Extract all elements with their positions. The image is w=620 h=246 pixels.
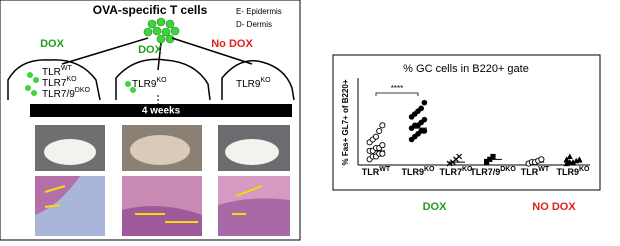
x-tick-label-sup: WT bbox=[538, 166, 550, 173]
chart-border bbox=[332, 54, 601, 191]
x-tick-label-base: TLR9 bbox=[557, 167, 580, 177]
genotype-label: TLRWT bbox=[42, 65, 73, 78]
significance-bracket bbox=[375, 92, 419, 96]
x-tick-label-base: TLR9 bbox=[402, 167, 425, 177]
condition-label: DOX bbox=[40, 38, 65, 50]
genotype-label: TLR7/9DKO bbox=[42, 87, 91, 100]
chart-title: % GC cells in B220+ gate bbox=[403, 63, 529, 75]
point bbox=[418, 105, 425, 112]
point bbox=[573, 157, 580, 164]
x-tick-label: TLRWT bbox=[362, 166, 391, 178]
x-tick-label: TLRWT bbox=[521, 166, 550, 178]
x-tick-label-sup: WT bbox=[379, 166, 391, 173]
genotype-label-base: TLR9 bbox=[236, 79, 261, 90]
genotype-label-base: TLR bbox=[42, 67, 61, 78]
point bbox=[421, 128, 428, 134]
point bbox=[566, 153, 573, 159]
x-tick-label-base: TLR7 bbox=[440, 167, 463, 177]
genotype-label-base: TLR7 bbox=[42, 78, 67, 89]
point bbox=[421, 116, 428, 123]
arrows bbox=[61, 37, 253, 71]
point bbox=[372, 133, 380, 140]
genotype-label-sup: WT bbox=[61, 65, 73, 72]
x-tick-label-base: TLR bbox=[521, 167, 539, 177]
point bbox=[456, 153, 463, 160]
point bbox=[379, 122, 386, 129]
timeline-label: 4 weeks bbox=[142, 106, 181, 117]
point bbox=[379, 150, 386, 157]
left-panel-border bbox=[0, 0, 301, 241]
point bbox=[490, 153, 496, 160]
x-tick-label-base: TLR bbox=[362, 167, 380, 177]
condition-label: DOX bbox=[138, 44, 163, 56]
histology bbox=[35, 176, 290, 236]
genotype-label: TLR7KO bbox=[42, 76, 77, 89]
point bbox=[376, 127, 383, 135]
legend-dermis: D- Dermis bbox=[236, 20, 272, 29]
x-tick-label: TLR9KO bbox=[557, 166, 591, 178]
diagram-title: OVA-specific T cells bbox=[93, 3, 208, 17]
skin-sections bbox=[7, 58, 295, 101]
point bbox=[576, 156, 583, 162]
genotype-label-sup: KO bbox=[156, 77, 167, 84]
x-tick-label: TLR7KO bbox=[440, 166, 474, 178]
legend-epidermis: E- Epidermis bbox=[236, 7, 282, 16]
timeline-bar bbox=[30, 104, 292, 117]
genotype-label-base: TLR9 bbox=[132, 79, 157, 90]
x-tick-label: TLR9KO bbox=[402, 166, 436, 178]
t-cell-cluster bbox=[143, 17, 180, 44]
significance-annotation: **** bbox=[391, 84, 403, 93]
point bbox=[570, 159, 576, 165]
point bbox=[446, 160, 453, 167]
group-label: DOX bbox=[423, 201, 448, 213]
x-tick-label: TLR7/9DKO bbox=[470, 166, 516, 178]
x-tick-label-base: TLR7/9 bbox=[470, 167, 500, 177]
genotype-label-sup: KO bbox=[66, 76, 77, 83]
group-label: NO DOX bbox=[532, 201, 576, 213]
genotype-label-base: TLR7/9 bbox=[42, 89, 75, 100]
point bbox=[421, 99, 428, 106]
point bbox=[563, 160, 570, 167]
y-axis-label: % Fas+ GL7+ of B220+ bbox=[341, 79, 350, 165]
x-tick-label-sup: KO bbox=[424, 166, 435, 173]
condition-label: No DOX bbox=[211, 38, 253, 50]
point bbox=[538, 156, 545, 163]
mouse-photos bbox=[35, 125, 290, 171]
point bbox=[487, 156, 493, 162]
genotype-label-sup: DKO bbox=[75, 87, 91, 94]
genotype-label: TLR9KO bbox=[132, 77, 167, 90]
genotype-label: TLR9KO bbox=[236, 77, 271, 90]
x-tick-label-sup: KO bbox=[462, 166, 473, 173]
point bbox=[484, 159, 490, 165]
point bbox=[563, 156, 570, 162]
x-tick-label-sup: DKO bbox=[500, 166, 516, 173]
x-tick-label-sup: KO bbox=[579, 166, 590, 173]
genotype-label-sup: KO bbox=[260, 77, 271, 84]
point bbox=[379, 142, 386, 149]
skin-t-cells bbox=[25, 72, 136, 96]
